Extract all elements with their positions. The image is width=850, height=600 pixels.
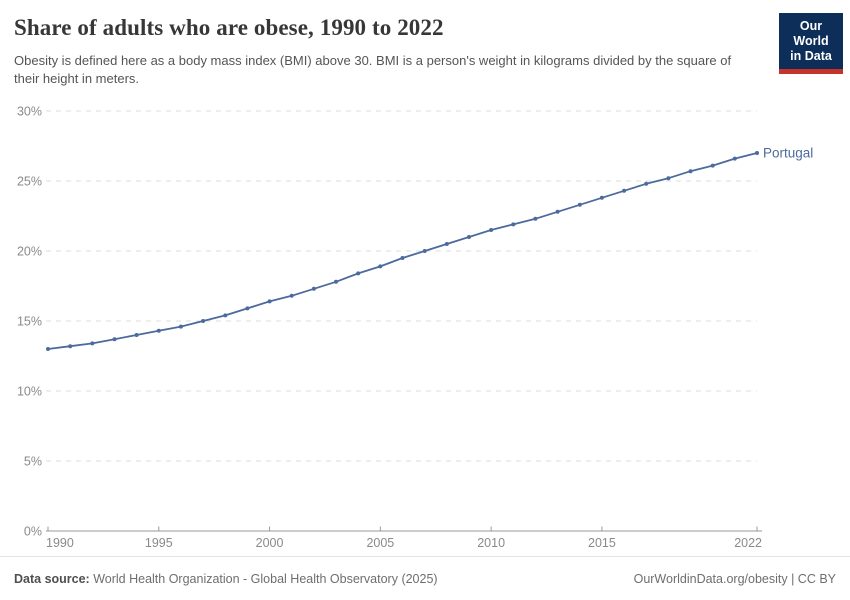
data-point-marker bbox=[533, 216, 538, 221]
x-tick-label: 2022 bbox=[734, 536, 762, 550]
y-tick-label: 25% bbox=[17, 175, 42, 189]
owid-logo-line2: in Data bbox=[790, 49, 832, 63]
owid-logo[interactable]: Our World in Data bbox=[779, 13, 843, 74]
series-label[interactable]: Portugal bbox=[763, 146, 813, 161]
data-point-marker bbox=[178, 324, 183, 329]
data-point-marker bbox=[267, 299, 272, 304]
data-point-marker bbox=[622, 188, 627, 193]
y-tick-label: 5% bbox=[24, 455, 42, 469]
data-point-marker bbox=[755, 151, 759, 155]
y-tick-label: 20% bbox=[17, 245, 42, 259]
data-point-marker bbox=[68, 344, 73, 349]
x-tick-label: 1990 bbox=[46, 536, 74, 550]
x-tick-label: 1995 bbox=[145, 536, 173, 550]
x-tick-label: 2015 bbox=[588, 536, 616, 550]
data-point-marker bbox=[311, 286, 316, 291]
y-tick-label: 15% bbox=[17, 315, 42, 329]
data-point-marker bbox=[134, 333, 139, 337]
data-point-marker bbox=[688, 169, 693, 174]
series-line-portugal[interactable] bbox=[46, 151, 759, 351]
chart-footer: Data source: World Health Organization -… bbox=[0, 556, 850, 600]
attribution-link[interactable]: OurWorldinData.org/obesity | CC BY bbox=[633, 571, 836, 586]
y-tick-label: 10% bbox=[17, 385, 42, 399]
data-point-marker bbox=[710, 163, 715, 168]
data-source-value: World Health Organization - Global Healt… bbox=[89, 571, 438, 586]
y-tick-label: 0% bbox=[24, 525, 42, 539]
owid-logo-accent-bar bbox=[779, 69, 843, 74]
page-title: Share of adults who are obese, 1990 to 2… bbox=[14, 15, 444, 40]
data-point-marker bbox=[112, 337, 117, 342]
data-source-note: Data source: World Health Organization -… bbox=[14, 572, 438, 586]
data-point-marker bbox=[555, 209, 560, 214]
x-tick-label: 2005 bbox=[366, 536, 394, 550]
data-point-marker bbox=[644, 181, 649, 186]
data-point-marker bbox=[378, 264, 383, 269]
data-source-label: Data source: bbox=[14, 571, 90, 586]
data-point-marker bbox=[467, 235, 471, 239]
data-point-marker bbox=[666, 176, 671, 181]
data-point-marker bbox=[400, 256, 405, 260]
x-tick-label: 2000 bbox=[256, 536, 284, 550]
data-point-marker bbox=[422, 249, 427, 253]
y-tick-label: 30% bbox=[17, 105, 42, 119]
data-point-marker bbox=[356, 271, 361, 276]
data-point-marker bbox=[289, 293, 294, 298]
chart-subtitle: Obesity is defined here as a body mass i… bbox=[14, 53, 732, 86]
data-point-marker bbox=[245, 306, 250, 311]
owid-logo-line1: Our World bbox=[793, 19, 829, 48]
data-point-marker bbox=[90, 341, 95, 346]
data-point-marker bbox=[732, 156, 737, 161]
data-point-marker bbox=[511, 222, 516, 227]
data-point-marker bbox=[46, 347, 50, 351]
data-point-marker bbox=[489, 228, 494, 232]
data-point-marker bbox=[156, 328, 161, 333]
owid-logo-text: Our World in Data bbox=[779, 13, 843, 69]
data-point-marker bbox=[334, 279, 338, 284]
x-tick-label: 2010 bbox=[477, 536, 505, 550]
data-point-marker bbox=[577, 202, 582, 207]
data-point-marker bbox=[223, 313, 228, 318]
data-point-marker bbox=[599, 195, 604, 200]
data-point-marker bbox=[201, 319, 206, 323]
data-point-marker bbox=[444, 242, 449, 246]
